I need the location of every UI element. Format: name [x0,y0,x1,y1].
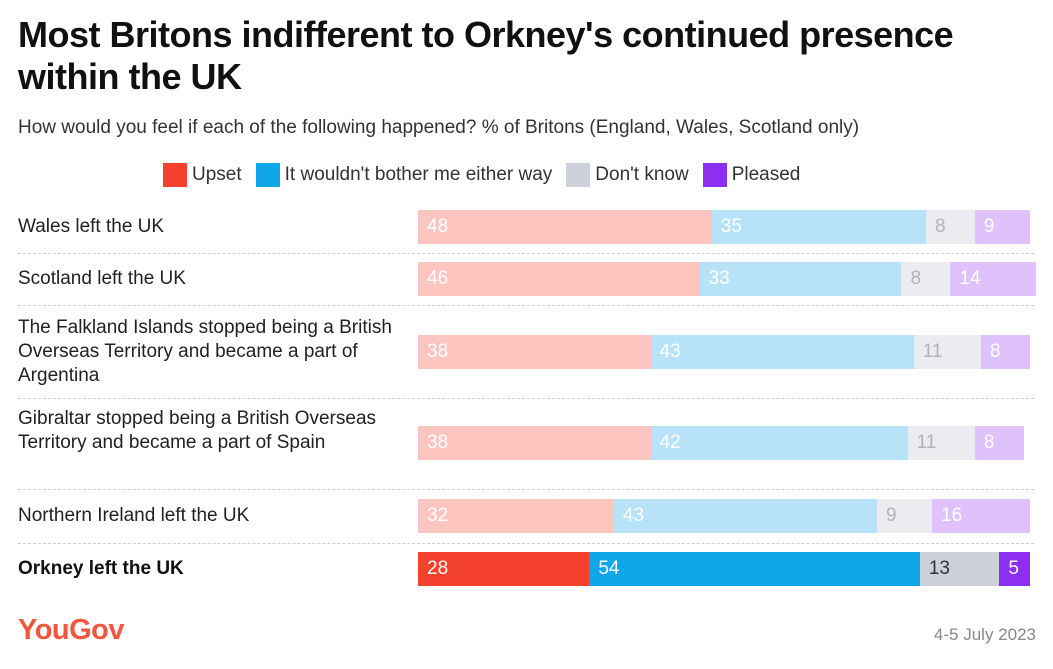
bar-segment: 35 [711,210,926,244]
legend-label: Upset [192,164,242,185]
bar-segment: 5 [999,552,1030,586]
row-label: Scotland left the UK [18,268,186,289]
bar-segment: 9 [877,499,933,533]
legend-swatch [702,163,727,187]
yougov-logo: YouGov [18,614,125,646]
bar-segment: 8 [925,210,975,244]
row-divider [18,398,1034,399]
row-divider [18,489,1034,490]
bar-segment: 11 [913,335,982,369]
row-label: Gibraltar stopped being a British Overse… [18,408,377,453]
legend-swatch [566,163,591,187]
legend-item: Don't know [566,163,689,187]
bar-segment: 8 [974,426,1024,460]
bar-segment: 8 [901,262,951,296]
legend-swatch [163,163,187,187]
bar-segment: 54 [589,552,920,586]
survey-date: 4-5 July 2023 [933,625,1036,644]
bar-segment: 9 [974,210,1030,244]
legend-label: It wouldn't bother me either way [284,164,553,185]
bar-segment: 48 [418,210,712,244]
row-label: The Falkland Islands stopped being a Bri… [18,317,392,386]
bar-segment: 43 [650,335,914,369]
chart-subtitle: How would you feel if each of the follow… [18,117,860,138]
legend-item: It wouldn't bother me either way [255,163,553,187]
row-divider [18,305,1034,306]
chart-title: Most Britons indifferent to Orkney's con… [18,14,954,97]
bar-segment: 38 [418,426,651,460]
row-divider [18,253,1034,254]
bar-segment: 16 [932,499,1030,533]
legend-label: Don't know [595,164,689,185]
row-divider [18,543,1034,544]
row-label: Wales left the UK [18,216,165,237]
bar-segment: 33 [699,262,902,296]
bar-segment: 11 [907,426,975,460]
legend-label: Pleased [731,164,801,185]
bar-segment: 28 [418,552,590,586]
bar-segment: 8 [981,335,1030,369]
bar-segment: 43 [613,499,877,533]
bar-segment: 42 [650,426,908,460]
row-label: Orkney left the UK [18,558,184,579]
legend-item: Pleased [702,163,801,187]
bar-segment: 13 [919,552,1000,586]
chart-legend: Upset It wouldn't bother me either way Don… [163,162,814,188]
bar-segment: 38 [418,335,651,369]
row-label: Northern Ireland left the UK [18,505,250,526]
bar-segment: 32 [418,499,614,533]
legend-swatch [255,163,280,187]
bar-segment: 14 [950,262,1037,296]
bar-segment: 46 [418,262,700,296]
legend-item: Upset [163,163,242,187]
